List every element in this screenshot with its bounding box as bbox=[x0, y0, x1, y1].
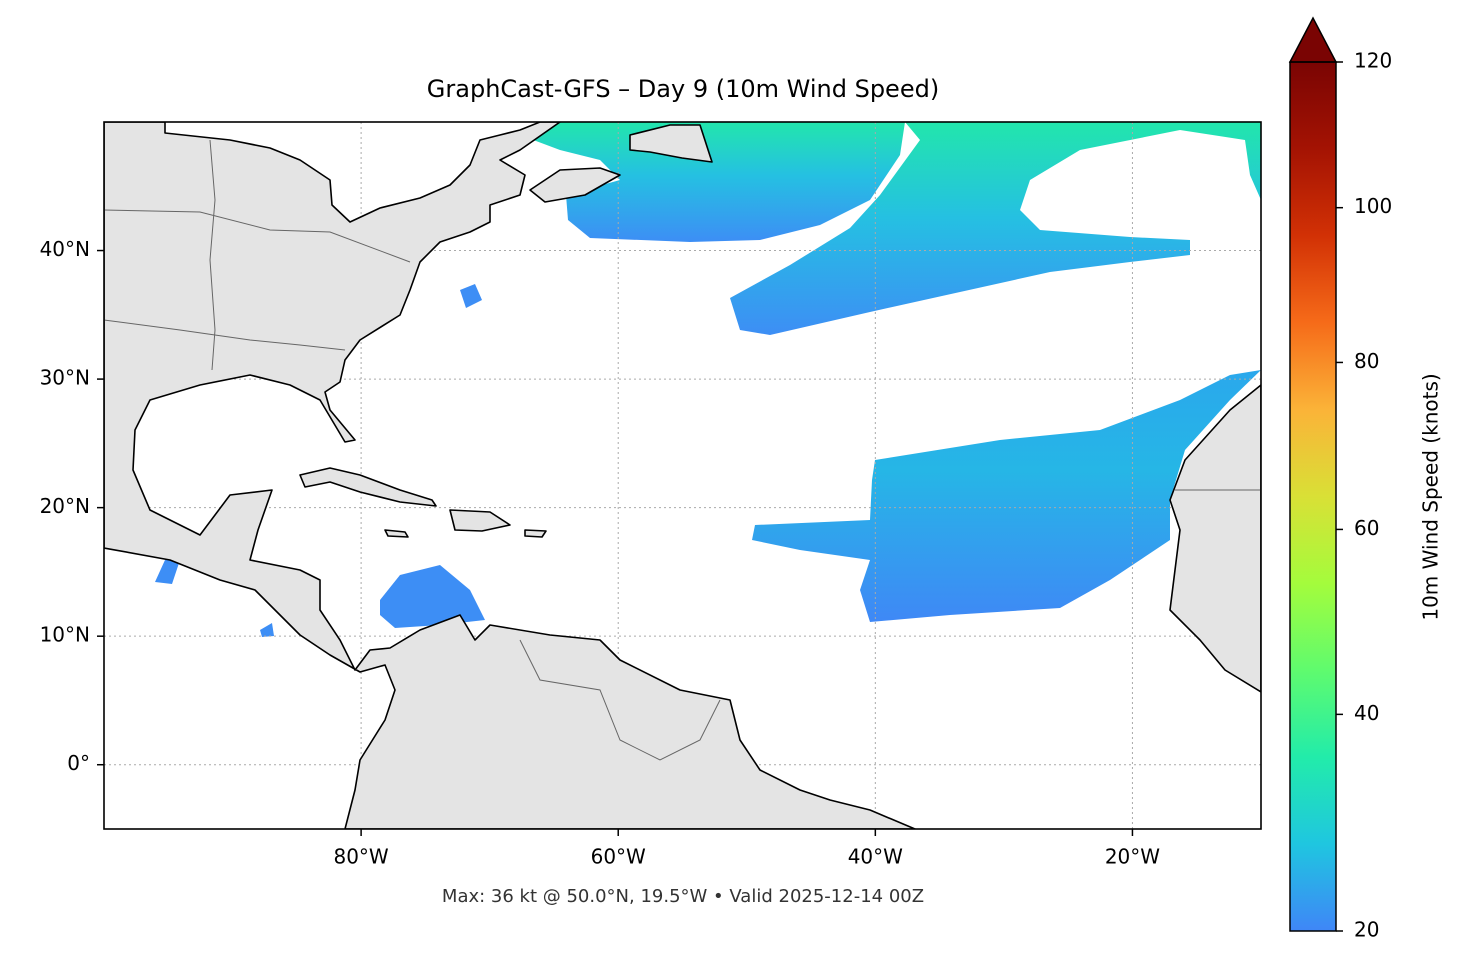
state-borders bbox=[104, 319, 346, 351]
newfoundland bbox=[629, 124, 713, 163]
north-america bbox=[104, 122, 916, 829]
colorbar-label: 10m Wind Speed (knots) bbox=[1419, 373, 1443, 620]
colorbar-extend bbox=[1288, 16, 1338, 63]
state-borders bbox=[209, 139, 216, 371]
map-area bbox=[104, 122, 1261, 829]
country-borders bbox=[519, 639, 721, 761]
africa bbox=[1169, 384, 1261, 693]
state-borders bbox=[104, 209, 411, 263]
y-tick-label: 0° bbox=[67, 751, 90, 775]
wind-field bbox=[155, 122, 1261, 637]
axes: 80°W 60°W 40°W 20°W 0° 10°N 20°N 30°N 40°N bbox=[40, 237, 1161, 868]
colorbar-tick-label: 60 bbox=[1354, 516, 1379, 540]
map-frame bbox=[103, 121, 1262, 830]
x-tick-label: 80°W bbox=[333, 845, 388, 869]
x-tick-label: 60°W bbox=[591, 845, 646, 869]
colorbar-tick-label: 20 bbox=[1354, 918, 1379, 942]
colorbar-fill bbox=[1290, 62, 1336, 931]
puerto-rico bbox=[524, 529, 547, 538]
colorbar: 20 40 60 80 100 120 bbox=[1288, 16, 1392, 942]
x-tick-label: 40°W bbox=[848, 845, 903, 869]
jamaica bbox=[384, 529, 409, 538]
cuba bbox=[299, 467, 437, 507]
wind-region bbox=[730, 122, 1261, 335]
colorbar-tick-label: 120 bbox=[1354, 49, 1392, 73]
wind-region bbox=[380, 565, 485, 628]
colorbar-tick-label: 80 bbox=[1354, 349, 1379, 373]
wind-region bbox=[155, 560, 180, 584]
hispaniola bbox=[449, 509, 511, 532]
y-tick-label: 30°N bbox=[40, 366, 90, 390]
wind-region bbox=[460, 284, 482, 308]
nova-scotia bbox=[529, 167, 621, 203]
land bbox=[104, 122, 1261, 829]
colorbar-frame bbox=[1289, 61, 1337, 932]
wind-region bbox=[752, 370, 1261, 622]
y-tick-label: 20°N bbox=[40, 494, 90, 518]
map-title: GraphCast-GFS – Day 9 (10m Wind Speed) bbox=[427, 75, 939, 103]
footer-note: Max: 36 kt @ 50.0°N, 19.5°W • Valid 2025… bbox=[442, 886, 924, 907]
y-tick-label: 40°N bbox=[40, 237, 90, 261]
y-tick-label: 10°N bbox=[40, 623, 90, 647]
colorbar-tick-label: 40 bbox=[1354, 701, 1379, 725]
colorbar-tick-label: 100 bbox=[1354, 194, 1392, 218]
wind-region bbox=[260, 623, 274, 637]
x-tick-label: 20°W bbox=[1105, 845, 1160, 869]
wind-region bbox=[520, 122, 905, 242]
